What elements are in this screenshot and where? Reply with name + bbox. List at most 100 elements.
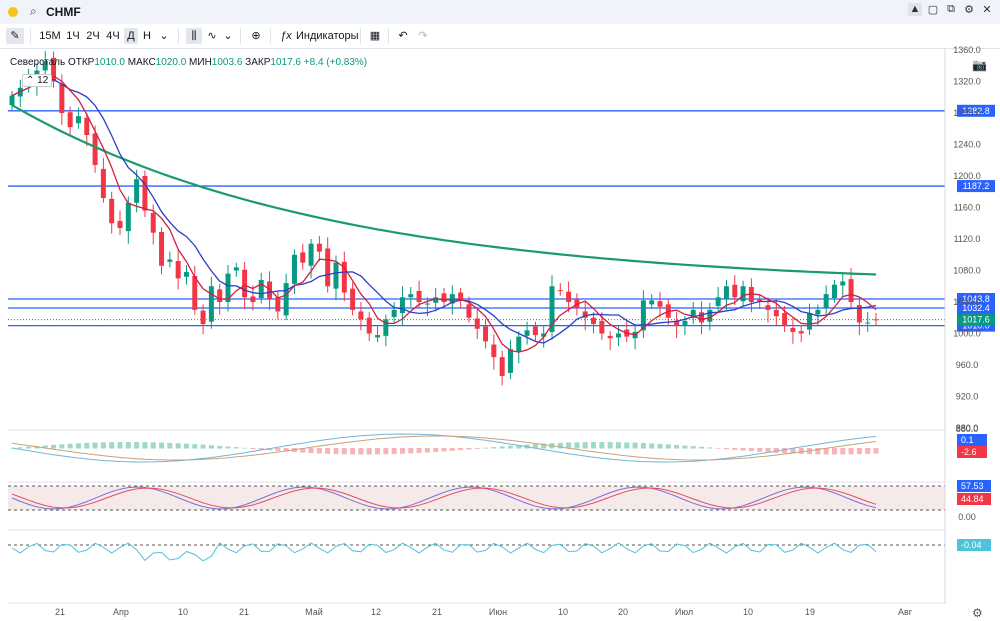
macd-bar (250, 448, 256, 449)
close-icon[interactable]: ✕ (982, 4, 992, 16)
candle-body (848, 279, 854, 302)
macd-bar (375, 448, 381, 455)
stoch-tick-label: 0.00 (958, 512, 976, 522)
grid (8, 429, 945, 604)
candle-body (483, 326, 489, 342)
interval-chevron-icon[interactable]: ⌄ (159, 30, 169, 42)
candle-body (449, 294, 455, 304)
candle-body (383, 319, 389, 336)
macd-bar (59, 444, 65, 449)
settings-gear-icon[interactable]: ⚙ (972, 606, 983, 620)
macd-bar (815, 448, 821, 455)
candle-body (640, 300, 646, 331)
stoch-k-line (11, 486, 877, 510)
y-tick-label: 920.0 (956, 392, 979, 402)
low-label: МИН (189, 57, 212, 68)
macd-tick-label: 880.0 (956, 424, 979, 434)
candle-body (399, 297, 405, 314)
candle-body (333, 262, 339, 289)
symbol-search-field[interactable]: CHMF (46, 5, 81, 19)
interval-15m[interactable]: 15М (39, 30, 61, 42)
candle-body (109, 198, 115, 224)
interval-4h[interactable]: 4Ч (106, 30, 120, 42)
macd-bar (865, 448, 871, 454)
interval-1h[interactable]: 1Ч (66, 30, 80, 42)
candle-body (566, 291, 572, 302)
search-icon[interactable]: ⌕ (30, 4, 37, 18)
candle-body (615, 333, 621, 338)
candle-body (807, 313, 813, 330)
candle-body (557, 290, 563, 292)
interval-2h[interactable]: 2Ч (86, 30, 100, 42)
macd-pane: 0.1 -2.6 880.0 (9, 424, 987, 463)
add-compare-icon[interactable]: ⊕ (251, 30, 261, 42)
macd-bar (225, 446, 231, 449)
macd-bar (142, 442, 148, 449)
macd-signal-label: -2.6 (961, 447, 977, 457)
camera-icon[interactable]: 📷 (972, 58, 987, 72)
candle-body (782, 313, 788, 326)
candle-body (516, 336, 522, 352)
interval-d[interactable]: Д (124, 28, 138, 44)
macd-bar (607, 442, 613, 449)
interval-w[interactable]: Н (143, 30, 151, 42)
cci-line (11, 542, 877, 562)
candle-body (258, 279, 264, 299)
collapse-icon[interactable]: ▲ (908, 3, 922, 16)
macd-bar (84, 442, 90, 449)
candle-body (350, 288, 356, 310)
macd-bar (599, 442, 605, 449)
ma-mid-line (11, 78, 877, 344)
macd-bar (491, 447, 497, 449)
candle-body (582, 311, 588, 318)
candle-body (723, 286, 729, 299)
cci-label: -0.04 (961, 540, 982, 550)
cci-pane: -0.04 (8, 539, 991, 562)
macd-bar (192, 444, 198, 449)
undo-icon[interactable]: ↶ (398, 30, 408, 42)
macd-bar (732, 448, 738, 450)
macd-bar (258, 448, 264, 450)
macd-line (11, 433, 877, 463)
maximize-icon[interactable]: ▢ (927, 4, 939, 16)
x-tick-label: 19 (805, 607, 815, 617)
stoch-band (8, 486, 945, 510)
x-tick-label: 21 (55, 607, 65, 617)
macd-bar (640, 443, 646, 449)
candle-body (217, 289, 223, 302)
macd-bar (807, 448, 813, 455)
macd-bar (399, 448, 405, 454)
candle-body (291, 254, 297, 284)
fx-icon[interactable]: ƒx (280, 30, 292, 42)
macd-bar (291, 448, 297, 453)
pencil-icon[interactable]: ✎ (6, 28, 24, 44)
candle-body (524, 330, 530, 336)
macd-bar (657, 443, 663, 449)
settings-gear-icon[interactable]: ⚙ (964, 4, 974, 16)
candles-icon[interactable]: ⫼ (186, 28, 202, 44)
x-tick-label: Авг (898, 607, 913, 617)
macd-bar (740, 448, 746, 451)
candle-body (283, 283, 289, 316)
candle-body (142, 176, 148, 211)
layout-grid-icon[interactable]: ▦ (369, 30, 381, 42)
macd-bar (175, 443, 181, 449)
candle-body (474, 318, 480, 329)
chart-type-chevron-icon[interactable]: ⌄ (223, 30, 233, 42)
candle-body (682, 320, 688, 326)
collapse-legend-badge[interactable]: ⌃ 12 (22, 74, 53, 87)
indicators-button[interactable]: Индикаторы (296, 30, 359, 42)
candle-body (366, 317, 372, 334)
candle-body (117, 220, 123, 228)
macd-bar (283, 448, 289, 452)
candle-body (823, 294, 829, 309)
candle-body (715, 297, 721, 306)
candle-body (275, 297, 281, 312)
macd-bar (790, 448, 796, 454)
redo-icon[interactable]: ↷ (418, 30, 428, 42)
macd-bar (632, 442, 638, 449)
macd-bar (341, 448, 347, 455)
line-chart-icon[interactable]: ∿ (207, 30, 217, 42)
restore-icon[interactable]: ⧉ (947, 3, 955, 15)
